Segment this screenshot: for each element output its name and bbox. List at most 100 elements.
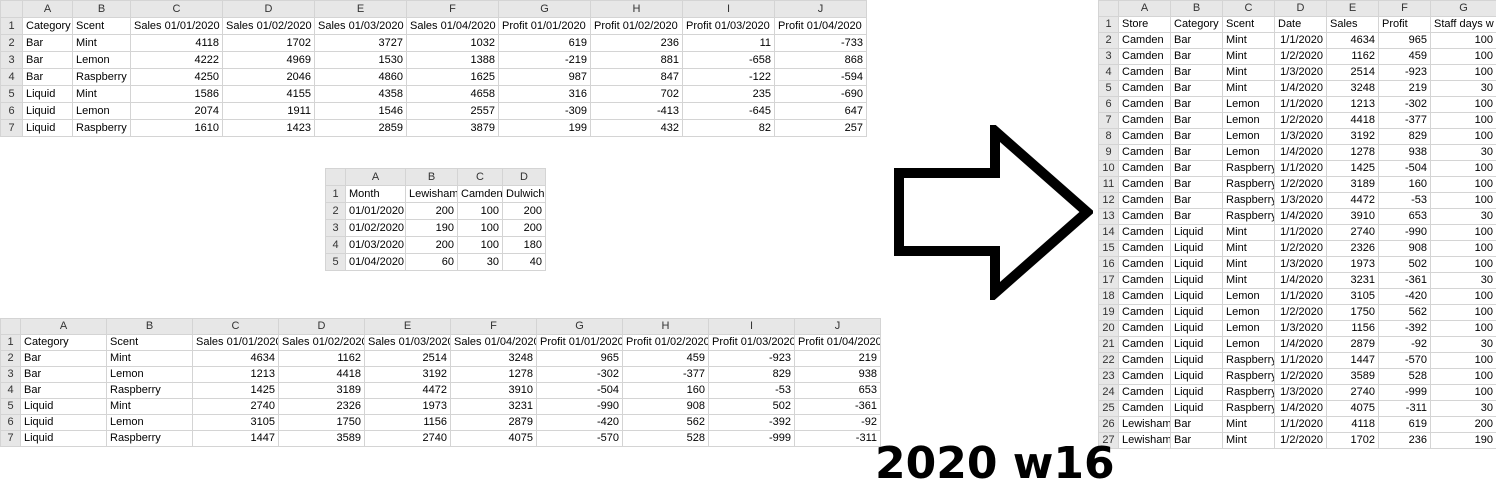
data-cell[interactable]: 160: [1379, 177, 1431, 193]
data-cell[interactable]: -92: [1379, 337, 1431, 353]
row-number-header[interactable]: 14: [1099, 225, 1119, 241]
data-cell[interactable]: 1156: [365, 415, 451, 431]
data-cell[interactable]: 100: [1431, 193, 1496, 209]
data-cell[interactable]: -361: [1379, 273, 1431, 289]
data-cell[interactable]: -570: [1379, 353, 1431, 369]
data-cell[interactable]: 236: [591, 35, 683, 52]
data-cell[interactable]: Bar: [1171, 129, 1223, 145]
column-letter-header[interactable]: F: [451, 319, 537, 335]
data-cell[interactable]: 1156: [1327, 321, 1379, 337]
data-cell[interactable]: Mint: [1223, 33, 1275, 49]
data-cell[interactable]: Bar: [23, 69, 73, 86]
data-cell[interactable]: -733: [775, 35, 867, 52]
data-cell[interactable]: 4418: [279, 367, 365, 383]
data-cell[interactable]: 30: [1431, 337, 1496, 353]
data-cell[interactable]: Bar: [23, 52, 73, 69]
data-cell[interactable]: Camden: [1119, 369, 1171, 385]
data-cell[interactable]: 3589: [279, 431, 365, 447]
data-cell[interactable]: 190: [1431, 433, 1496, 449]
row-number-header[interactable]: 6: [1, 415, 21, 431]
data-cell[interactable]: Camden: [1119, 145, 1171, 161]
data-cell[interactable]: Raspberry: [107, 383, 193, 399]
data-cell[interactable]: 3231: [1327, 273, 1379, 289]
data-cell[interactable]: 60: [406, 254, 458, 271]
data-cell[interactable]: 1750: [1327, 305, 1379, 321]
data-cell[interactable]: 100: [1431, 241, 1496, 257]
column-title-cell[interactable]: Sales: [1327, 17, 1379, 33]
data-cell[interactable]: Lemon: [1223, 113, 1275, 129]
row-number-header[interactable]: 4: [326, 237, 346, 254]
data-cell[interactable]: 200: [406, 237, 458, 254]
data-cell[interactable]: Liquid: [1171, 225, 1223, 241]
data-cell[interactable]: 3192: [365, 367, 451, 383]
data-cell[interactable]: 965: [537, 351, 623, 367]
data-cell[interactable]: 4222: [131, 52, 223, 69]
data-cell[interactable]: 190: [406, 220, 458, 237]
data-cell[interactable]: 2740: [1327, 385, 1379, 401]
data-cell[interactable]: Raspberry: [1223, 209, 1275, 225]
data-cell[interactable]: Bar: [1171, 81, 1223, 97]
data-cell[interactable]: 2074: [131, 103, 223, 120]
data-cell[interactable]: 1/2/2020: [1275, 369, 1327, 385]
data-cell[interactable]: 2859: [315, 120, 407, 137]
data-cell[interactable]: Liquid: [1171, 257, 1223, 273]
data-cell[interactable]: -504: [1379, 161, 1431, 177]
data-cell[interactable]: 100: [1431, 353, 1496, 369]
data-cell[interactable]: Camden: [1119, 273, 1171, 289]
data-cell[interactable]: Liquid: [1171, 273, 1223, 289]
data-cell[interactable]: Bar: [1171, 113, 1223, 129]
data-cell[interactable]: -923: [1379, 65, 1431, 81]
row-number-header[interactable]: 1: [1, 335, 21, 351]
row-number-header[interactable]: 21: [1099, 337, 1119, 353]
data-cell[interactable]: -999: [1379, 385, 1431, 401]
row-number-header[interactable]: 5: [1, 399, 21, 415]
data-cell[interactable]: 4658: [407, 86, 499, 103]
data-cell[interactable]: 01/02/2020: [346, 220, 406, 237]
data-cell[interactable]: 562: [623, 415, 709, 431]
data-cell[interactable]: 100: [458, 220, 503, 237]
data-cell[interactable]: Liquid: [1171, 337, 1223, 353]
column-letter-header[interactable]: D: [223, 1, 315, 18]
column-letter-header[interactable]: A: [1119, 1, 1171, 17]
data-cell[interactable]: -392: [1379, 321, 1431, 337]
data-cell[interactable]: 653: [795, 383, 881, 399]
column-title-cell[interactable]: Category: [21, 335, 107, 351]
data-cell[interactable]: Camden: [1119, 81, 1171, 97]
data-cell[interactable]: Camden: [1119, 225, 1171, 241]
column-letter-header[interactable]: C: [1223, 1, 1275, 17]
row-number-header[interactable]: 19: [1099, 305, 1119, 321]
data-cell[interactable]: Camden: [1119, 129, 1171, 145]
column-letter-header[interactable]: I: [709, 319, 795, 335]
data-cell[interactable]: 459: [623, 351, 709, 367]
data-cell[interactable]: 829: [1379, 129, 1431, 145]
select-all-corner[interactable]: [1, 319, 21, 335]
data-cell[interactable]: Bar: [1171, 97, 1223, 113]
column-title-cell[interactable]: Scent: [107, 335, 193, 351]
data-cell[interactable]: -990: [1379, 225, 1431, 241]
data-cell[interactable]: 1/2/2020: [1275, 113, 1327, 129]
data-cell[interactable]: 2740: [193, 399, 279, 415]
data-cell[interactable]: 200: [1431, 417, 1496, 433]
data-cell[interactable]: 1388: [407, 52, 499, 69]
data-cell[interactable]: 502: [709, 399, 795, 415]
data-cell[interactable]: Liquid: [1171, 401, 1223, 417]
column-title-cell[interactable]: Sales 01/01/2020: [193, 335, 279, 351]
data-cell[interactable]: -311: [1379, 401, 1431, 417]
data-cell[interactable]: 4118: [131, 35, 223, 52]
data-cell[interactable]: 432: [591, 120, 683, 137]
column-letter-header[interactable]: G: [537, 319, 623, 335]
data-cell[interactable]: 40: [503, 254, 546, 271]
data-cell[interactable]: Liquid: [21, 399, 107, 415]
data-cell[interactable]: -302: [537, 367, 623, 383]
data-cell[interactable]: -122: [683, 69, 775, 86]
data-cell[interactable]: 1278: [1327, 145, 1379, 161]
column-title-cell[interactable]: Sales 01/03/2020: [315, 18, 407, 35]
data-cell[interactable]: 459: [1379, 49, 1431, 65]
row-number-header[interactable]: 3: [326, 220, 346, 237]
data-cell[interactable]: Lewisham: [1119, 417, 1171, 433]
row-number-header[interactable]: 5: [1, 86, 23, 103]
row-number-header[interactable]: 8: [1099, 129, 1119, 145]
data-cell[interactable]: 1/2/2020: [1275, 433, 1327, 449]
data-cell[interactable]: 4969: [223, 52, 315, 69]
data-cell[interactable]: 01/03/2020: [346, 237, 406, 254]
